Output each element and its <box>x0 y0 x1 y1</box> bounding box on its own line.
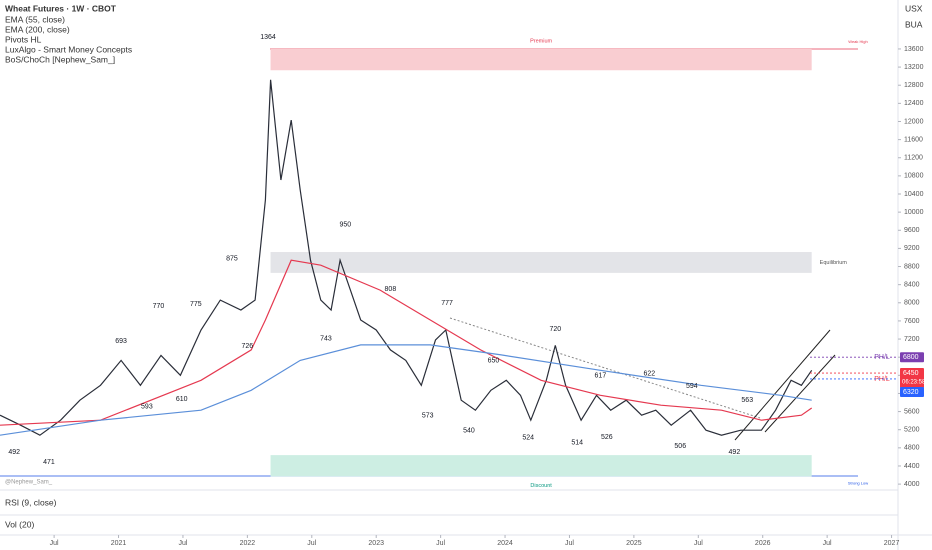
pivot-label: 720 <box>549 326 561 333</box>
y-tick-label: 8800 <box>904 263 920 270</box>
pivot-label: 622 <box>643 370 655 377</box>
pivot-label: 471 <box>43 459 55 466</box>
x-tick-label: Jul <box>694 540 703 547</box>
pivot-label: 950 <box>339 222 351 229</box>
y-tick-label: 5600 <box>904 408 920 415</box>
countdown: 06:23:58 <box>902 380 926 386</box>
pivot-label: 540 <box>463 427 475 434</box>
y-tick-label: 12000 <box>904 118 924 125</box>
pane-title: Vol (20) <box>5 519 34 529</box>
x-tick-label: Jul <box>50 540 59 547</box>
y-tick-label: 10800 <box>904 173 924 180</box>
currency: USX <box>905 3 923 13</box>
pivot-label: 650 <box>488 358 500 365</box>
y-tick-label: 7600 <box>904 318 920 325</box>
y-tick-label: 8000 <box>904 300 920 307</box>
price-label: 6320 <box>903 389 919 396</box>
pivot-label: 617 <box>595 373 607 380</box>
price-tag <box>900 368 924 389</box>
y-tick-label: 13600 <box>904 46 924 53</box>
y-tick-label: 12400 <box>904 100 924 107</box>
x-tick-label: Jul <box>178 540 187 547</box>
x-tick-label: 2022 <box>240 540 256 547</box>
price-label: 6450 <box>903 370 919 377</box>
zone-label: Discount <box>530 483 552 489</box>
pivot-label: 492 <box>729 449 741 456</box>
price-tag <box>900 352 924 363</box>
pivot-label: 526 <box>601 434 613 441</box>
series-line <box>0 344 812 436</box>
pivot-label: 492 <box>8 449 20 456</box>
channel-line <box>764 354 836 433</box>
price-label: 6800 <box>903 354 919 361</box>
y-tick-label: 8400 <box>904 282 920 289</box>
indicator: Pivots HL <box>5 34 42 44</box>
pivot-label: 693 <box>115 338 127 345</box>
edge-label: Strong Low <box>848 480 868 485</box>
pivot-label: 593 <box>141 403 153 410</box>
y-tick-label: 5200 <box>904 427 920 434</box>
price-tag-label: PH/L <box>874 354 890 361</box>
price-tag <box>900 386 924 397</box>
pivot-label: 563 <box>741 397 753 404</box>
x-tick-label: 2027 <box>884 540 900 547</box>
x-tick-label: Jul <box>436 540 445 547</box>
pivot-label: 594 <box>686 383 698 390</box>
pivot-label: 514 <box>571 439 583 446</box>
title: Wheat Futures · 1W · CBOT <box>5 3 117 13</box>
series-line <box>0 259 813 426</box>
zone <box>270 252 812 273</box>
x-tick-label: 2023 <box>368 540 384 547</box>
x-tick-label: Jul <box>565 540 574 547</box>
pivot-label: 573 <box>422 413 434 420</box>
series-line <box>0 79 813 436</box>
y-tick-label: 13200 <box>904 64 924 71</box>
pivot-label: 770 <box>153 303 165 310</box>
zone-label: Equilibrium <box>820 260 848 266</box>
price-tag-label: PH/L <box>874 376 890 383</box>
y-tick-label: 10400 <box>904 191 924 198</box>
y-tick-label: 7200 <box>904 336 920 343</box>
pivot-label: 506 <box>674 443 686 450</box>
y-tick-label: 10000 <box>904 209 924 216</box>
indicator: BoS/ChoCh [Nephew_Sam_] <box>5 54 115 64</box>
x-tick-label: Jul <box>823 540 832 547</box>
zone <box>270 455 812 477</box>
y-tick-label: 9600 <box>904 227 920 234</box>
y-tick-label: 4800 <box>904 445 920 452</box>
x-tick-label: 2025 <box>626 540 642 547</box>
x-tick-label: 2021 <box>111 540 127 547</box>
indicator: EMA (55, close) <box>5 14 65 24</box>
y-tick-label: 4000 <box>904 481 920 488</box>
y-tick-label: 12800 <box>904 82 924 89</box>
pivot-label: 775 <box>190 301 202 308</box>
pivot-label: 808 <box>385 286 397 293</box>
pivot-label: 777 <box>441 300 453 307</box>
pivot-label: 875 <box>226 256 238 263</box>
x-tick-label: Jul <box>307 540 316 547</box>
pivot-label: 1364 <box>260 34 276 41</box>
edge-label: Weak High <box>848 39 868 44</box>
watermark: @Nephew_Sam_ <box>5 480 53 486</box>
y-tick-label: 9200 <box>904 245 920 252</box>
pivot-label: 743 <box>320 335 332 342</box>
zone-label: Premium <box>530 38 552 44</box>
pane-title: RSI (9, close) <box>5 497 57 507</box>
symbol: BUA <box>905 19 923 29</box>
x-tick-label: 2026 <box>755 540 771 547</box>
y-tick-label: 11200 <box>904 155 923 162</box>
x-tick-label: 2024 <box>497 540 513 547</box>
y-tick-label: 11600 <box>904 136 923 143</box>
pivot-label: 610 <box>176 396 188 403</box>
indicator: LuxAlgo - Smart Money Concepts <box>5 44 132 54</box>
pivot-label: 524 <box>522 435 534 442</box>
indicator: EMA (200, close) <box>5 24 70 34</box>
channel-line <box>734 329 831 441</box>
zone <box>270 48 812 71</box>
pivot-label: 726 <box>242 343 254 350</box>
y-tick-label: 4400 <box>904 463 920 470</box>
